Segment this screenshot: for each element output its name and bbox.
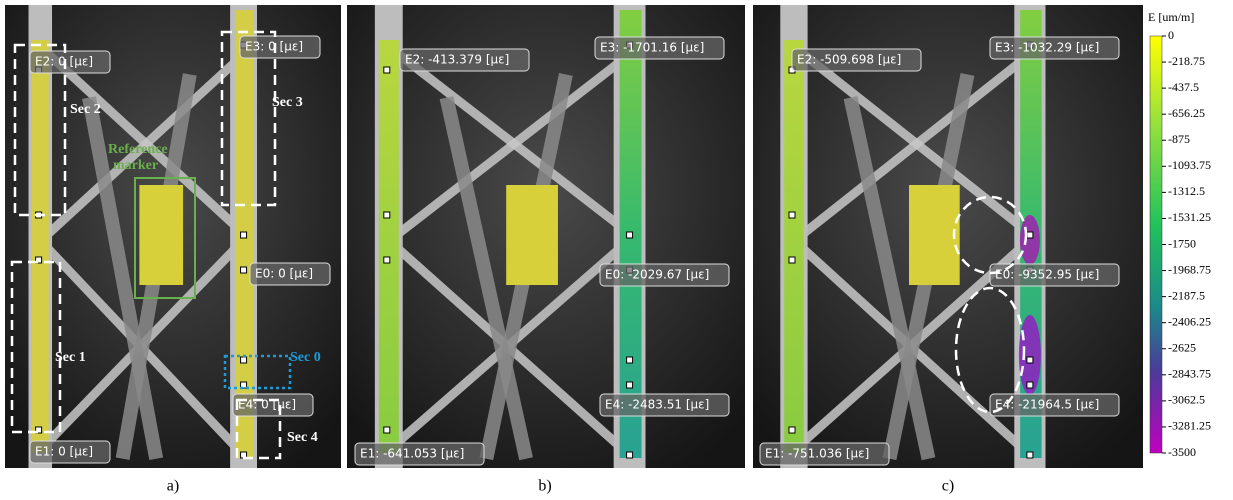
point-marker	[384, 212, 390, 218]
colorbar-tick-label: -1750	[1168, 236, 1196, 250]
point-marker	[627, 232, 633, 238]
strain-label: E0: -9352.95 [με]	[995, 268, 1099, 282]
point-marker	[384, 257, 390, 263]
point-marker	[789, 427, 795, 433]
point-marker	[384, 427, 390, 433]
point-marker	[627, 357, 633, 363]
strain-label: E2: -509.698 [με]	[797, 53, 901, 67]
reference-marker	[909, 185, 960, 285]
section-annotation: marker	[113, 158, 158, 173]
panel-caption: b)	[538, 478, 551, 495]
colorbar-tick-label: -3062.5	[1168, 393, 1205, 407]
section-annotation: Sec 1	[55, 350, 86, 365]
point-marker	[627, 382, 633, 388]
colorbar-tick-label: -2843.75	[1168, 367, 1211, 381]
strain-label: E4: -2483.51 [με]	[605, 398, 709, 412]
figure: E2: 0 [με]E3: 0 [με]E0: 0 [με]E4: 0 [με]…	[0, 0, 1233, 500]
panel-caption: a)	[167, 478, 179, 495]
point-marker	[241, 267, 247, 273]
point-marker	[1027, 232, 1033, 238]
colorbar-tick-label: -656.25	[1168, 106, 1205, 120]
panel: E2: 0 [με]E3: 0 [με]E0: 0 [με]E4: 0 [με]…	[5, 5, 341, 495]
point-marker	[627, 452, 633, 458]
point-marker	[241, 232, 247, 238]
colorbar-tick-label: -2406.25	[1168, 314, 1211, 328]
colorbar-tick-label: -1312.5	[1168, 184, 1205, 198]
point-marker	[1027, 382, 1033, 388]
panel: E2: -509.698 [με] E3: -1032.29 [με] E0: -9…	[753, 5, 1143, 495]
strain-overlay	[379, 40, 399, 453]
strain-overlay	[32, 40, 49, 453]
colorbar-tick-label: -437.5	[1168, 80, 1199, 94]
section-annotation: Sec 4	[287, 430, 318, 445]
strain-label: E3: -1701.16 [με]	[600, 41, 704, 55]
point-marker	[384, 67, 390, 73]
colorbar-tick-label: -1093.75	[1168, 158, 1211, 172]
reference-marker	[139, 185, 183, 285]
colorbar-tick-label: 0	[1168, 28, 1174, 42]
strain-label: E3: -1032.29 [με]	[995, 41, 1099, 55]
colorbar-tick-label: -875	[1168, 132, 1190, 146]
strain-label: E1: 0 [με]	[35, 445, 93, 459]
colorbar-title: E [um/m]	[1148, 10, 1194, 24]
point-marker	[789, 212, 795, 218]
section-annotation: Reference	[108, 142, 168, 157]
panel: E2: -413.379 [με] E3: -1701.16 [με] E0: -2…	[347, 5, 745, 495]
strain-label: E2: -413.379 [με]	[405, 53, 509, 67]
colorbar-tick-label: -3281.25	[1168, 419, 1211, 433]
colorbar-tick-label: -1531.25	[1168, 210, 1211, 224]
strain-label: E0: 0 [με]	[255, 267, 313, 281]
section-annotation: Sec 0	[290, 350, 321, 365]
reference-marker	[506, 185, 558, 285]
strain-overlay	[784, 40, 804, 453]
point-marker	[1027, 357, 1033, 363]
colorbar-tick-label: -3500	[1168, 445, 1196, 459]
point-marker	[241, 357, 247, 363]
strain-label: E1: -641.053 [με]	[360, 447, 464, 461]
section-annotation: Sec 2	[70, 102, 101, 117]
strain-hotspot	[1020, 215, 1040, 265]
section-annotation: Sec 3	[272, 95, 303, 110]
colorbar-tick-label: -218.75	[1168, 54, 1205, 68]
colorbar-tick-label: -2187.5	[1168, 288, 1205, 302]
colorbar-tick-label: -2625	[1168, 341, 1196, 355]
panel-caption: c)	[942, 478, 954, 495]
point-marker	[1027, 452, 1033, 458]
strain-label: E1: -751.036 [με]	[765, 447, 869, 461]
colorbar	[1150, 36, 1162, 453]
strain-label: E0: -2029.67 [με]	[605, 268, 709, 282]
colorbar-tick-label: -1968.75	[1168, 262, 1211, 276]
point-marker	[789, 257, 795, 263]
